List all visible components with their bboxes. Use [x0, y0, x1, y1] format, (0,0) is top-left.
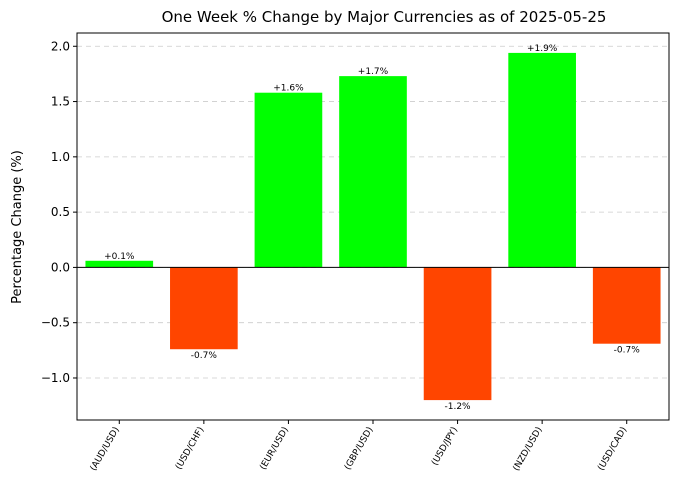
bar — [170, 267, 238, 350]
bar-data-label: +1.6% — [273, 84, 304, 94]
x-tick-label: (GBP/USD) — [343, 426, 376, 472]
x-axis: (AUD/USD) (USD/CHF) (EUR/USD) (GBP/USD) (USD… — [89, 420, 629, 474]
chart-title: One Week % Change by Major Currencies as… — [162, 8, 607, 26]
y-tick-label: 0.0 — [51, 260, 70, 274]
bar-data-label: -0.7% — [191, 351, 218, 361]
bar — [339, 76, 407, 268]
y-axis: −1.0 −0.5 0.0 0.5 1.0 1.5 2.0 — [41, 39, 77, 385]
y-tick-label: 0.5 — [51, 205, 70, 219]
bar-data-label: +0.1% — [104, 252, 135, 262]
y-tick-label: 1.0 — [51, 150, 70, 164]
bar — [592, 267, 661, 344]
bar-data-label: -0.7% — [614, 346, 641, 356]
bar-data-label: +1.7% — [358, 67, 389, 77]
x-tick-label: (USD/JPY) — [430, 426, 460, 468]
bar — [508, 52, 576, 268]
y-tick-label: 1.5 — [51, 95, 70, 109]
bar-data-label: -1.2% — [445, 402, 472, 412]
bar-labels: +0.1% -0.7% +1.6% +1.7% -1.2% +1.9% -0.7% — [104, 44, 640, 412]
bar — [254, 92, 323, 268]
x-tick-label: (NZD/USD) — [512, 426, 545, 474]
x-tick-label: (USD/CAD) — [596, 426, 629, 473]
y-tick-label: −0.5 — [41, 316, 70, 330]
y-tick-label: −1.0 — [41, 371, 70, 385]
bar — [423, 267, 492, 401]
y-tick-label: 2.0 — [51, 39, 70, 53]
x-tick-label: (AUD/USD) — [89, 426, 122, 473]
bar — [85, 260, 154, 268]
x-tick-label: (USD/CHF) — [174, 426, 206, 472]
bar-data-label: +1.9% — [527, 44, 558, 54]
x-tick-label: (EUR/USD) — [258, 426, 291, 472]
y-axis-label: Percentage Change (%) — [10, 150, 25, 304]
bars — [85, 52, 661, 401]
